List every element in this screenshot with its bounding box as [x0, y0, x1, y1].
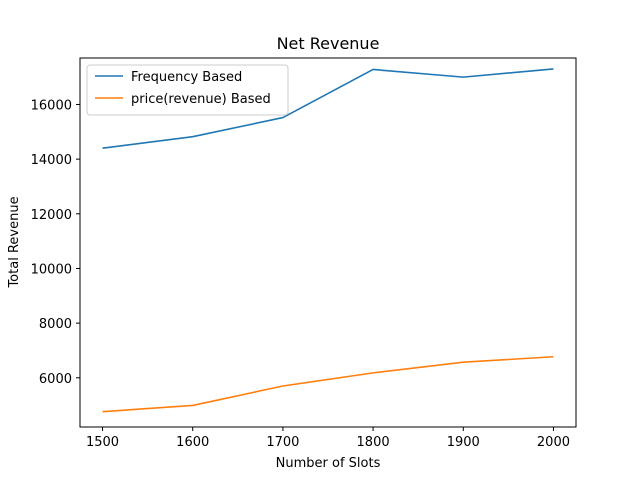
y-tick-label: 12000 — [31, 208, 72, 223]
x-tick-label: 1700 — [266, 435, 299, 450]
x-axis-label: Number of Slots — [276, 456, 381, 471]
x-tick-label: 1500 — [86, 435, 119, 450]
y-axis-label: Total Revenue — [7, 196, 22, 288]
x-tick-label: 1800 — [357, 435, 390, 450]
y-tick-label: 16000 — [31, 98, 72, 113]
y-tick-label: 14000 — [31, 153, 72, 168]
series-line-1 — [102, 68, 554, 149]
legend-label-2: price(revenue) Based — [131, 92, 271, 107]
y-tick-label: 10000 — [31, 262, 72, 277]
x-tick-label: 1900 — [447, 435, 480, 450]
x-tick-label: 1600 — [176, 435, 209, 450]
y-axis-ticks: 6000 8000 10000 12000 14000 16000 — [31, 98, 80, 387]
legend-label-1: Frequency Based — [131, 70, 242, 85]
legend-box — [86, 64, 289, 116]
chart-title: Net Revenue — [277, 34, 380, 53]
x-axis-ticks: 1500 1600 1700 1800 1900 2000 — [86, 427, 570, 450]
y-tick-label: 6000 — [39, 372, 72, 387]
series-line-2 — [102, 355, 554, 413]
series-layer — [102, 68, 554, 413]
y-tick-label: 8000 — [39, 317, 72, 332]
x-tick-label: 2000 — [537, 435, 570, 450]
legend: Frequency Based price(revenue) Based — [86, 64, 289, 116]
plot-area-frame — [79, 57, 577, 428]
